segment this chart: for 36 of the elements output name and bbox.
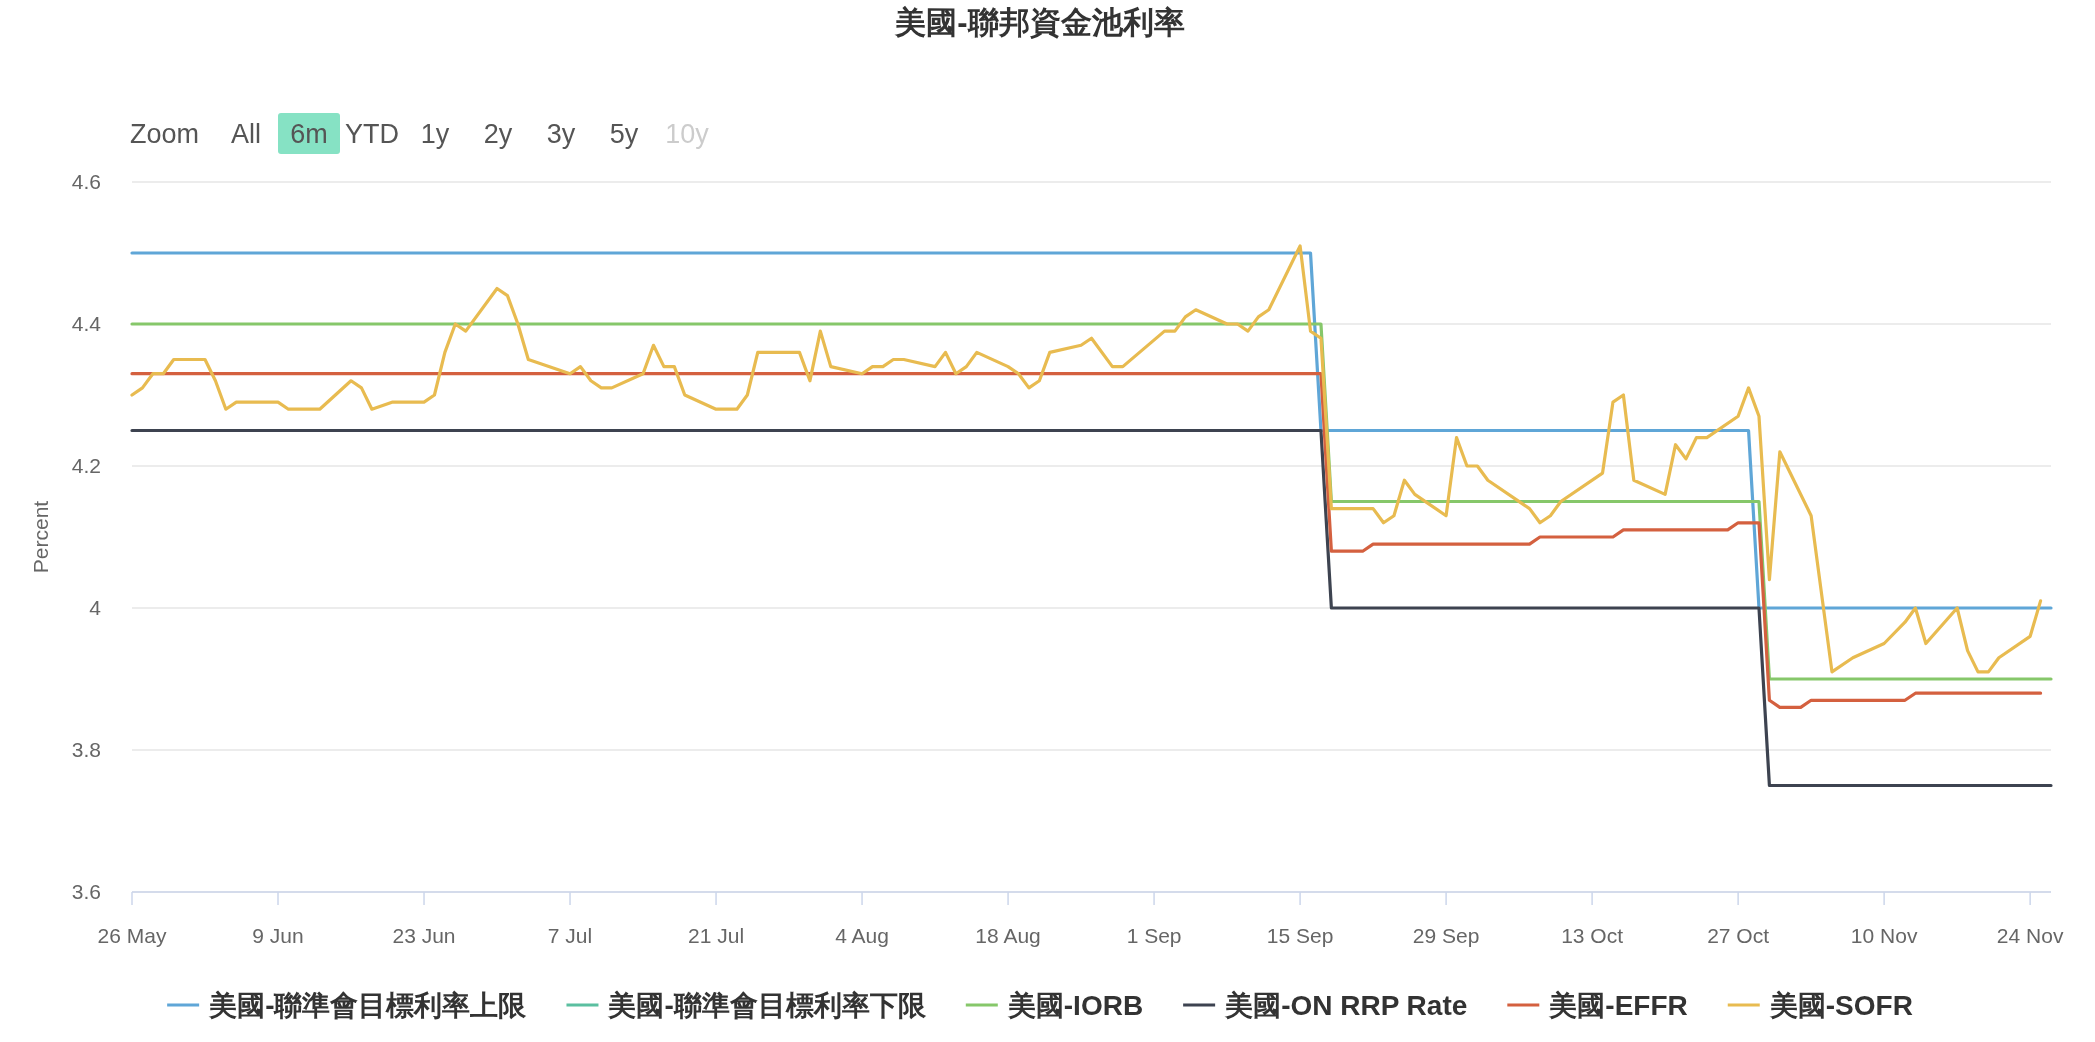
button-label: 1y (420, 119, 450, 149)
y-tick-label: 3.8 (71, 738, 101, 761)
button-label: 3y (546, 119, 576, 149)
y-tick-label: 4.4 (71, 312, 101, 335)
x-tick-label: 26 May (97, 924, 167, 947)
legend-label: 美國-聯準會目標利率上限 (209, 990, 527, 1021)
x-tick-label: 23 Jun (392, 924, 456, 947)
x-tick-label: 18 Aug (975, 924, 1041, 947)
x-tick-label: 1 Sep (1126, 924, 1182, 947)
legend-label: 美國-IORB (1007, 990, 1144, 1021)
x-tick-label: 15 Sep (1266, 924, 1334, 947)
y-tick-label: 4 (89, 596, 101, 619)
legend-label: 美國-EFFR (1549, 990, 1688, 1021)
x-tick-label: 9 Jun (252, 924, 304, 947)
button-label: 5y (609, 119, 639, 149)
button-label: YTD (345, 119, 399, 149)
y-tick-label: 4.6 (71, 170, 101, 193)
button-label: All (231, 119, 261, 149)
legend-label: 美國-聯準會目標利率下限 (608, 990, 926, 1021)
button-label: 2y (483, 119, 513, 149)
range-selector-label: Zoom (130, 119, 200, 149)
button-label: 6m (290, 119, 328, 149)
legend-label: 美國-ON RRP Rate (1225, 990, 1468, 1021)
x-tick-label: 24 Nov (1996, 924, 2064, 947)
legend-label: 美國-SOFR (1769, 990, 1913, 1021)
x-tick-label: 21 Jul (688, 924, 745, 947)
x-tick-label: 13 Oct (1561, 924, 1624, 947)
x-tick-label: 27 Oct (1707, 924, 1770, 947)
y-tick-label: 3.6 (71, 880, 101, 903)
title: 美國-聯邦資金池利率 (895, 5, 1185, 40)
x-tick-label: 7 Jul (547, 924, 593, 947)
y-tick-label: 4.2 (71, 454, 101, 477)
x-tick-label: 29 Sep (1412, 924, 1480, 947)
x-tick-label: 4 Aug (835, 924, 889, 947)
x-tick-label: 10 Nov (1850, 924, 1918, 947)
y-axis-title: Percent (29, 500, 52, 574)
